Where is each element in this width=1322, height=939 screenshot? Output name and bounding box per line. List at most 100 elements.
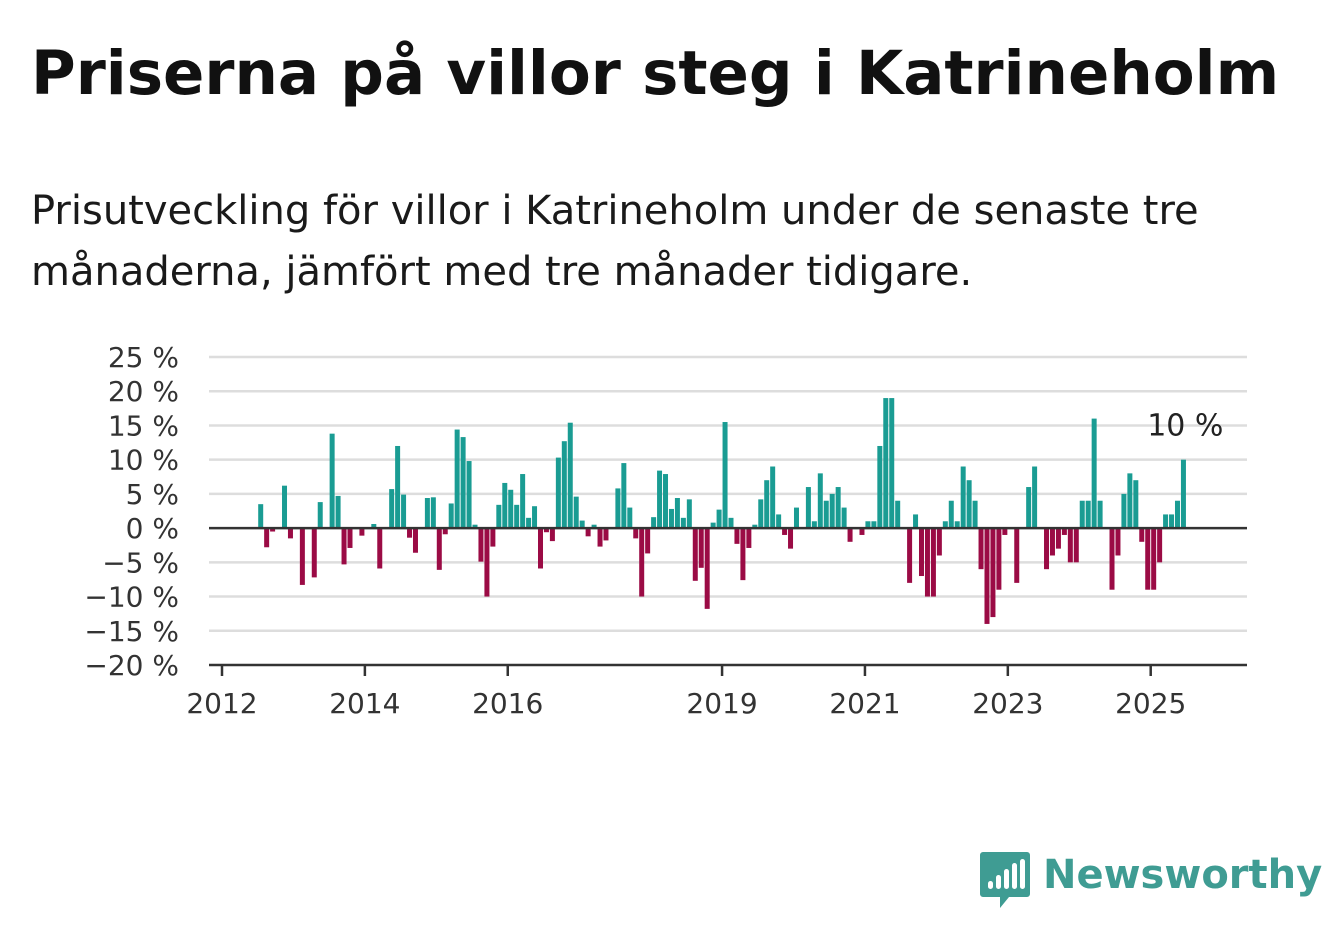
- bar: [680, 517, 686, 529]
- bar: [704, 528, 710, 609]
- bar: [924, 528, 930, 597]
- bar: [1032, 466, 1038, 529]
- y-tick-label: 15 %: [108, 409, 179, 442]
- newsworthy-bar-chart-icon: [980, 852, 1030, 908]
- x-tick-label: 2025: [1115, 687, 1186, 720]
- bar: [264, 528, 270, 548]
- bar: [1139, 528, 1145, 542]
- bar: [359, 528, 365, 536]
- bar: [424, 498, 430, 529]
- bar: [710, 522, 716, 529]
- bar: [591, 524, 597, 529]
- bar: [716, 509, 722, 529]
- bar: [954, 521, 960, 529]
- bar: [1169, 514, 1175, 529]
- bar: [472, 524, 478, 529]
- bar: [287, 528, 293, 539]
- bar: [913, 514, 919, 529]
- x-axis-ticks: 2012 2014 2016 2019 2021 2023 2025: [186, 665, 1186, 720]
- bar: [972, 500, 978, 529]
- gridlines: [209, 355, 1247, 633]
- bar: [538, 528, 543, 569]
- bar: [532, 506, 538, 529]
- bar: [407, 528, 413, 538]
- bar: [603, 528, 609, 541]
- bar: [335, 495, 341, 529]
- y-tick-label: −5 %: [102, 546, 179, 579]
- bar: [847, 528, 853, 542]
- bar: [329, 433, 335, 529]
- bar: [573, 496, 579, 529]
- bar: [490, 528, 496, 547]
- bar: [728, 517, 734, 529]
- bar: [1174, 500, 1180, 529]
- bar: [341, 528, 347, 565]
- bar: [1073, 528, 1079, 563]
- bar: [1127, 473, 1133, 529]
- bar: [627, 507, 633, 529]
- y-tick-label: 20 %: [108, 375, 179, 408]
- y-tick-label: −10 %: [84, 581, 179, 614]
- bar: [663, 474, 669, 529]
- bar: [555, 457, 561, 529]
- bar: [990, 528, 996, 618]
- bar: [1145, 528, 1151, 590]
- y-tick-label: −20 %: [84, 649, 179, 682]
- bar: [549, 528, 555, 542]
- bar: [395, 445, 401, 529]
- bars: [258, 398, 1186, 624]
- newsworthy-logo: Newsworthy: [979, 848, 1322, 912]
- bar: [877, 445, 883, 529]
- bar: [740, 528, 746, 581]
- bar: [579, 520, 585, 529]
- bar: [865, 521, 871, 529]
- bar: [793, 507, 799, 529]
- bar: [1109, 528, 1115, 590]
- chart-subtitle: Prisutveckling för villor i Katrineholm …: [31, 188, 1199, 295]
- bar: [454, 429, 460, 529]
- y-tick-label: 25 %: [108, 341, 179, 374]
- bar: [597, 528, 603, 547]
- bar: [377, 528, 383, 569]
- bar: [1067, 528, 1073, 563]
- bar: [698, 528, 704, 568]
- bar: [770, 466, 776, 529]
- bar: [657, 470, 663, 529]
- x-tick-label: 2012: [186, 687, 257, 720]
- bar: [389, 489, 395, 529]
- bar: [841, 507, 847, 529]
- bar: [805, 487, 811, 529]
- bar: [1085, 500, 1091, 529]
- bar: [1061, 528, 1067, 535]
- bar: [823, 500, 829, 529]
- bar: [1121, 493, 1127, 529]
- bar: [907, 528, 913, 583]
- bar: [919, 528, 924, 577]
- bar: [936, 528, 942, 556]
- bar: [895, 500, 901, 529]
- bar: [401, 494, 407, 529]
- bar: [1097, 500, 1103, 529]
- bar: [585, 528, 591, 537]
- bar: [1157, 528, 1163, 563]
- bar: [692, 528, 698, 581]
- bar: [615, 488, 621, 529]
- bar: [984, 528, 990, 624]
- bar: [567, 422, 573, 529]
- y-tick-label: 0 %: [126, 512, 179, 545]
- bar: [811, 521, 817, 529]
- bar: [883, 398, 889, 529]
- x-tick-label: 2021: [829, 687, 900, 720]
- y-tick-label: 5 %: [126, 478, 179, 511]
- bar: [978, 528, 984, 570]
- bar: [1180, 459, 1186, 529]
- bar: [776, 514, 782, 529]
- bar: [561, 441, 567, 529]
- bar: [829, 493, 835, 529]
- bar: [347, 528, 353, 548]
- bar: [520, 474, 526, 529]
- bar: [1055, 528, 1061, 549]
- y-tick-label: −15 %: [84, 615, 179, 648]
- bar: [448, 503, 454, 529]
- bar: [788, 528, 794, 549]
